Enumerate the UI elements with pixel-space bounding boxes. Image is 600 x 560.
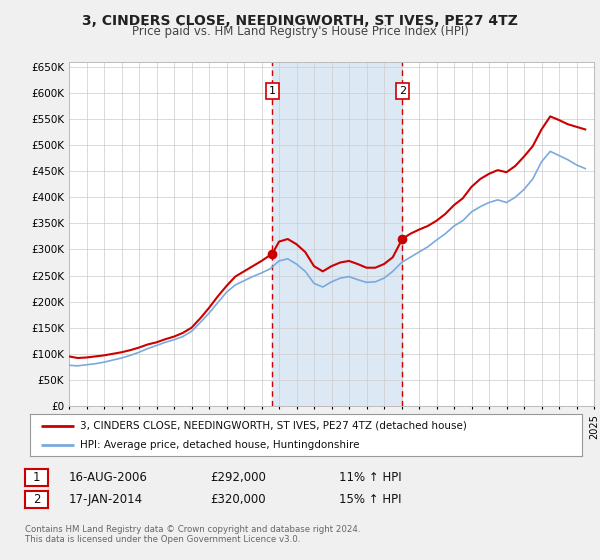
Text: 1: 1 [269,86,276,96]
Text: £292,000: £292,000 [210,470,266,484]
Text: 3, CINDERS CLOSE, NEEDINGWORTH, ST IVES, PE27 4TZ (detached house): 3, CINDERS CLOSE, NEEDINGWORTH, ST IVES,… [80,421,467,431]
Text: 3, CINDERS CLOSE, NEEDINGWORTH, ST IVES, PE27 4TZ: 3, CINDERS CLOSE, NEEDINGWORTH, ST IVES,… [82,14,518,28]
Text: Price paid vs. HM Land Registry's House Price Index (HPI): Price paid vs. HM Land Registry's House … [131,25,469,38]
Text: HPI: Average price, detached house, Huntingdonshire: HPI: Average price, detached house, Hunt… [80,440,359,450]
Text: 15% ↑ HPI: 15% ↑ HPI [339,493,401,506]
Text: Contains HM Land Registry data © Crown copyright and database right 2024.: Contains HM Land Registry data © Crown c… [25,525,361,534]
Text: 17-JAN-2014: 17-JAN-2014 [69,493,143,506]
Text: 11% ↑ HPI: 11% ↑ HPI [339,470,401,484]
Text: This data is licensed under the Open Government Licence v3.0.: This data is licensed under the Open Gov… [25,535,301,544]
Text: 2: 2 [398,86,406,96]
Text: £320,000: £320,000 [210,493,266,506]
Bar [272,62,402,406]
Text: 2: 2 [33,493,40,506]
Text: 16-AUG-2006: 16-AUG-2006 [69,470,148,484]
Text: 1: 1 [33,470,40,484]
